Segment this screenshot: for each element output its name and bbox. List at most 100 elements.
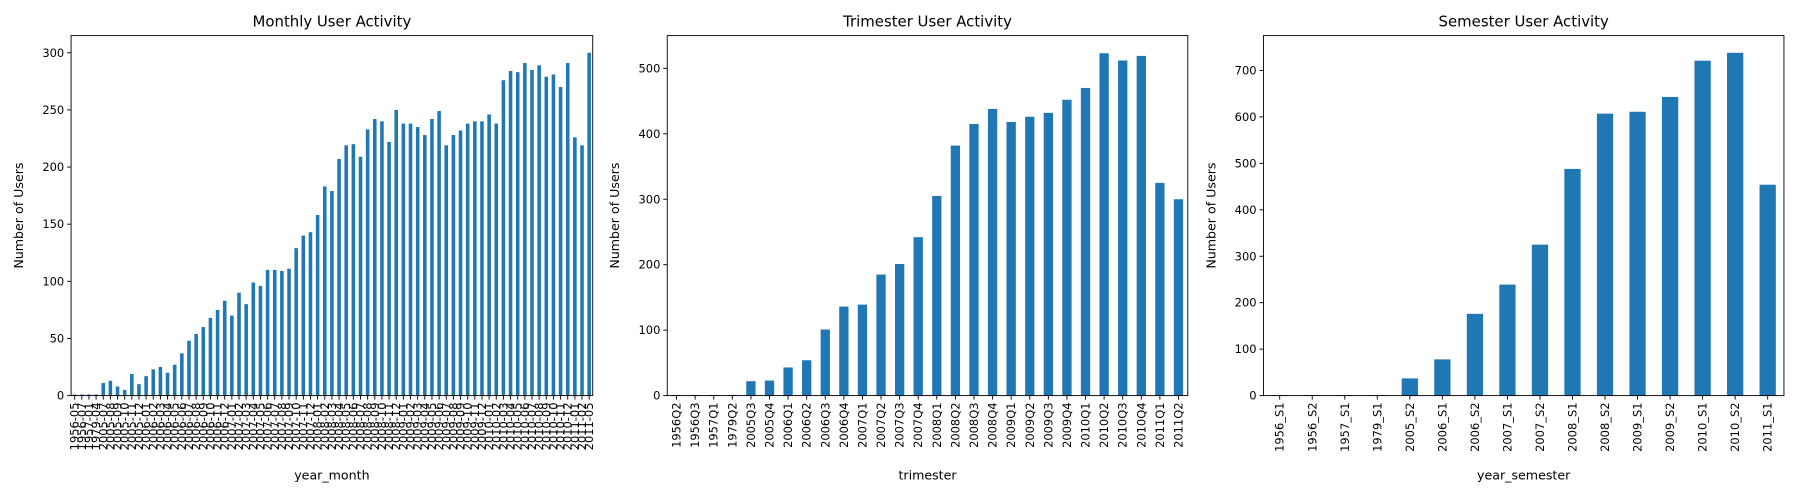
y-tick-label: 500 <box>1235 156 1257 170</box>
x-tick-label: 2007-10 <box>289 402 303 450</box>
x-tick-label: 2009Q2 <box>1023 402 1037 447</box>
bar <box>401 123 406 396</box>
bar <box>580 145 584 396</box>
x-tick-label: 2011-05 <box>582 402 596 450</box>
bar <box>244 304 248 396</box>
x-tick-label: 2009-04 <box>418 402 432 450</box>
bar <box>783 367 793 396</box>
bar <box>137 384 141 396</box>
bar <box>1531 244 1549 396</box>
x-tick-label: 2007_S1 <box>1500 402 1514 451</box>
x-tick-label: 2005Q4 <box>763 402 777 447</box>
chart-title: Trimester User Activity <box>842 12 1012 30</box>
x-tick-label: 2007-05 <box>253 402 267 450</box>
x-tick-label: 2006Q2 <box>800 402 814 447</box>
bar <box>1727 52 1744 396</box>
bar <box>215 309 220 396</box>
x-tick-label: 2008-06 <box>346 402 360 450</box>
bar <box>87 394 91 396</box>
x-tick-label: 1957Q1 <box>707 402 721 447</box>
bar <box>423 135 427 396</box>
x-tick-label: 2010-10 <box>546 402 560 450</box>
bar <box>308 232 313 396</box>
x-tick-label: 2008Q4 <box>986 402 1000 447</box>
y-tick-label: 300 <box>639 192 661 206</box>
bar <box>301 235 306 396</box>
bar <box>108 380 113 396</box>
x-tick-label: 2009-06 <box>432 402 446 450</box>
bar <box>130 373 134 396</box>
x-tick-label: 2009Q4 <box>1060 402 1074 447</box>
bar <box>480 121 484 396</box>
x-tick-label: 2007-01 <box>225 402 239 450</box>
bar <box>251 282 256 396</box>
bar <box>508 71 513 396</box>
y-tick-label: 500 <box>639 61 661 75</box>
y-tick-label: 0 <box>57 389 64 403</box>
y-tick-label: 100 <box>42 274 64 288</box>
x-tick-label: 2010-03 <box>496 402 510 450</box>
bar <box>573 137 577 396</box>
bar <box>1499 284 1516 396</box>
bar <box>437 111 441 396</box>
bar <box>1080 87 1091 396</box>
x-tick-label: 2010_S1 <box>1696 402 1710 451</box>
y-tick-label: 50 <box>50 331 65 345</box>
x-tick-label: 1957_S1 <box>1338 402 1352 451</box>
x-tick-label: 2009-09 <box>454 402 468 450</box>
bar <box>265 269 270 396</box>
y-axis-label: Number of Users <box>1203 163 1218 269</box>
bar <box>201 327 206 396</box>
x-tick-label: 2006-05 <box>168 402 182 450</box>
x-tick-label: 2007-02 <box>232 402 246 450</box>
bar <box>151 369 156 396</box>
x-tick-label: 2009-02 <box>404 402 418 450</box>
x-tick-label: 2007-06 <box>261 402 275 450</box>
x-tick-label: 2006Q3 <box>818 402 832 447</box>
x-tick-label: 2008-08 <box>361 402 375 450</box>
bar <box>1564 168 1581 396</box>
x-tick-label: 2008-04 <box>332 402 346 450</box>
x-tick-label: 2010-02 <box>489 402 503 450</box>
bar <box>932 195 942 396</box>
bar <box>365 129 370 396</box>
x-tick-label: 2010-08 <box>532 402 546 450</box>
bar <box>230 315 234 396</box>
x-tick-label: 2008Q1 <box>930 402 944 447</box>
y-axis-label: Number of Users <box>11 163 26 269</box>
x-tick-label: 2009_S2 <box>1663 402 1677 451</box>
bar <box>380 121 384 396</box>
x-tick-label: 2006-06 <box>175 402 189 450</box>
x-tick-label: 2008_S1 <box>1566 402 1580 451</box>
bar <box>802 360 812 396</box>
bar <box>950 145 961 396</box>
bar <box>394 109 399 396</box>
x-tick-label: 2008_S2 <box>1598 402 1612 451</box>
x-tick-label: 2010Q4 <box>1134 402 1148 447</box>
bar <box>158 367 163 396</box>
bar <box>330 191 334 396</box>
x-tick-label: 2010_S2 <box>1728 402 1742 451</box>
x-tick-label: 2010-05 <box>511 402 525 450</box>
bar <box>1759 184 1776 396</box>
y-tick-label: 200 <box>1235 296 1257 310</box>
x-tick-label: 2010-04 <box>504 402 518 450</box>
x-tick-label: 2010Q3 <box>1116 402 1130 447</box>
bar <box>294 248 298 396</box>
x-tick-label: 1979_S1 <box>1370 402 1384 451</box>
y-tick-label: 0 <box>653 389 660 403</box>
bar <box>351 144 356 396</box>
x-tick-label: 1956Q2 <box>670 402 684 447</box>
x-tick-label: 2006-07 <box>182 402 196 450</box>
bar <box>344 145 348 396</box>
x-tick-label: 2009-12 <box>475 402 489 450</box>
x-tick-label: 2009-05 <box>425 402 439 450</box>
bar <box>1694 60 1711 396</box>
y-tick-label: 300 <box>1235 249 1257 263</box>
x-tick-label: 2008-12 <box>389 402 403 450</box>
x-tick-label: 2009_S1 <box>1631 402 1645 451</box>
bar <box>358 156 363 396</box>
x-tick-label: 2005-07 <box>96 402 110 450</box>
x-tick-label: 2009-01 <box>396 402 410 450</box>
bar <box>515 72 520 396</box>
